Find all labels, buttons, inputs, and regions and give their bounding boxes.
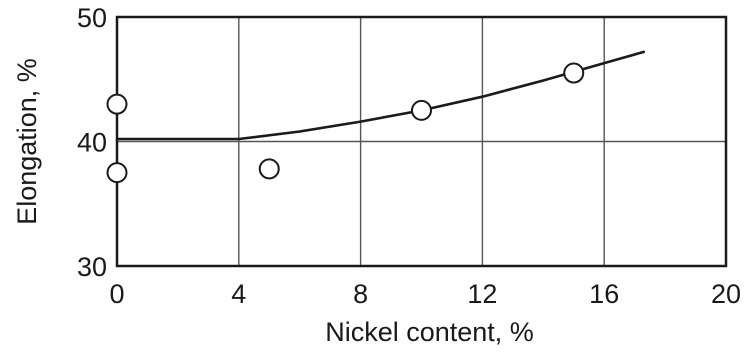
x-tick-labels: 0 4 8 12 16 20 <box>109 279 741 309</box>
data-point <box>411 99 432 121</box>
trend-line-group <box>115 50 646 141</box>
y-axis-title: Elongation, % <box>12 58 42 225</box>
plot-frame <box>115 15 728 268</box>
x-axis-title: Nickel content, % <box>325 317 534 347</box>
y-tick-label: 30 <box>77 252 107 282</box>
data-point <box>106 162 128 184</box>
data-point <box>106 93 128 115</box>
x-tick-label: 12 <box>467 279 497 309</box>
data-point <box>258 158 280 180</box>
x-tick-label: 8 <box>353 279 368 309</box>
grid-lines <box>117 17 726 266</box>
x-tick-label: 0 <box>109 279 124 309</box>
x-tick-label: 20 <box>711 279 741 309</box>
y-tick-label: 50 <box>77 3 107 33</box>
data-points <box>106 62 585 184</box>
y-tick-labels: 30 40 50 <box>77 3 107 282</box>
data-point <box>563 62 585 84</box>
x-tick-label: 16 <box>589 279 619 309</box>
trend-line <box>115 50 646 141</box>
y-tick-label: 40 <box>77 128 107 158</box>
x-tick-label: 4 <box>231 279 246 309</box>
